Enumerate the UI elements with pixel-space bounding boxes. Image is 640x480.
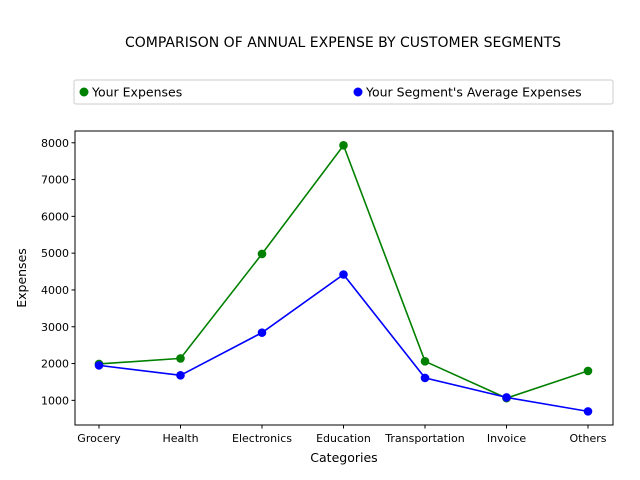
y-tick-label-5000: 5000 <box>41 247 69 260</box>
point-your-expenses-transportation <box>420 357 430 366</box>
axis-ticks: Grocery Health Electronics Education Transpo… <box>41 137 607 445</box>
point-your-segment-s-average-expenses-invoice <box>502 393 511 402</box>
x-tick-label-invoice: Invoice <box>487 432 527 445</box>
series-line-your-segment-s-average-expenses <box>98 273 589 413</box>
series-layer <box>94 141 593 416</box>
x-tick-label-electronics: Electronics <box>232 432 292 445</box>
y-tick-label-3000: 3000 <box>41 321 69 334</box>
y-tick-label-2000: 2000 <box>41 358 69 371</box>
legend-label-your-expenses: Your Expenses <box>91 85 182 100</box>
y-tick-label-6000: 6000 <box>41 210 69 223</box>
legend-marker-your-expenses <box>79 87 89 97</box>
x-tick-label-education: Education <box>316 432 371 445</box>
x-tick-label-grocery: Grocery <box>77 432 121 445</box>
x-tick-label-transportation: Transportation <box>384 432 464 445</box>
point-your-expenses-others <box>583 366 593 376</box>
point-your-segment-s-average-expenses-grocery <box>94 361 104 370</box>
x-axis-label: Categories <box>310 450 377 465</box>
point-your-segment-s-average-expenses-education <box>339 270 348 279</box>
point-your-segment-s-average-expenses-health <box>176 371 185 380</box>
series-your-segment-s-average-expenses <box>94 270 593 416</box>
y-tick-label-8000: 8000 <box>41 137 69 150</box>
legend-marker-segment-average <box>353 87 363 97</box>
point-your-segment-s-average-expenses-electronics <box>257 328 267 337</box>
chart-title: COMPARISON OF ANNUAL EXPENSE BY CUSTOMER… <box>125 35 561 51</box>
y-tick-label-7000: 7000 <box>41 174 69 187</box>
y-tick-label-1000: 1000 <box>41 394 69 407</box>
legend-label-segment-average: Your Segment's Average Expenses <box>365 85 582 100</box>
point-your-expenses-health <box>176 354 185 363</box>
point-your-segment-s-average-expenses-transportation <box>420 373 430 383</box>
point-your-expenses-electronics <box>257 249 267 259</box>
point-your-expenses-education <box>339 141 348 150</box>
legend: Your Expenses Your Segment's Average Exp… <box>73 79 614 105</box>
y-tick-label-4000: 4000 <box>41 284 69 297</box>
x-tick-label-health: Health <box>162 432 198 445</box>
plot-frame <box>74 130 614 426</box>
x-tick-label-others: Others <box>570 432 607 445</box>
y-axis-label: Expenses <box>14 248 29 308</box>
point-your-segment-s-average-expenses-others <box>583 407 593 416</box>
legend-frame <box>73 79 614 105</box>
